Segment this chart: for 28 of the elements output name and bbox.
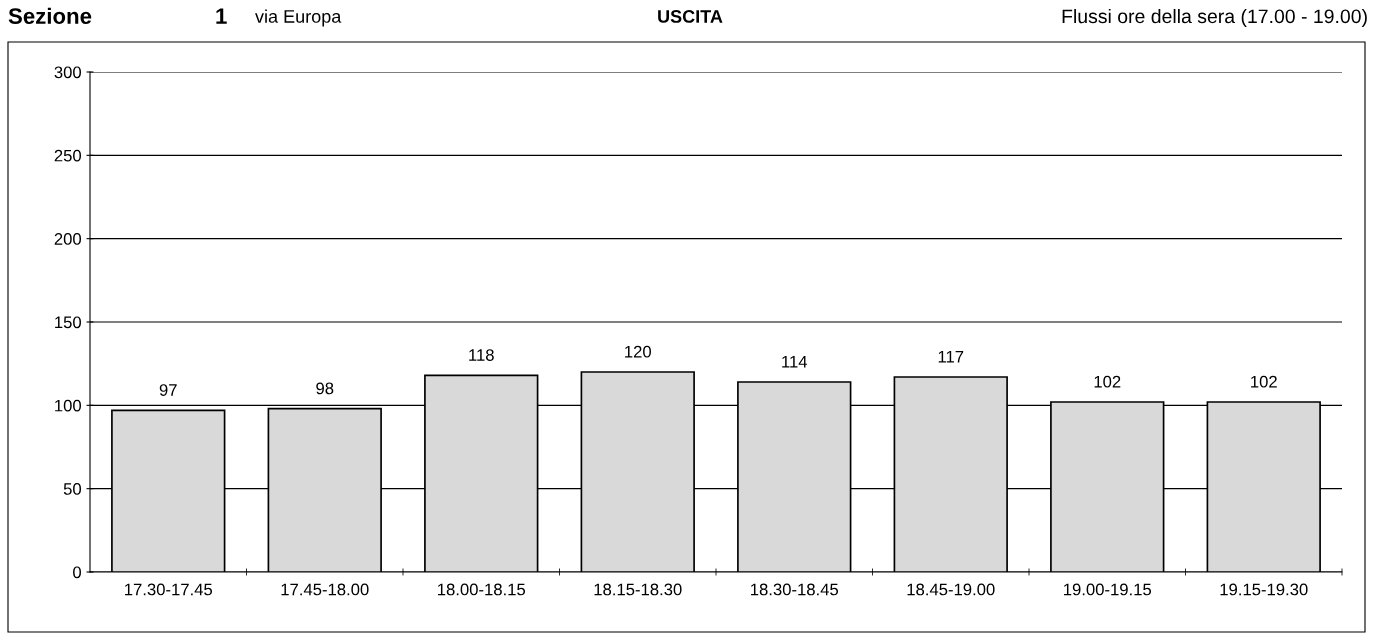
- x-tick-label: 19.15-19.30: [1220, 583, 1308, 596]
- text: 1: [216, 8, 227, 24]
- data-label: 120: [625, 345, 651, 358]
- y-tick-label: 150: [55, 316, 82, 329]
- text: Flussi ore della sera (17.00 - 19.00): [1062, 8, 1367, 28]
- x-tick-label: 18.45-19.00: [907, 583, 995, 596]
- x-tick-label: 19.00-19.15: [1064, 583, 1152, 596]
- data-label: 114: [782, 355, 808, 368]
- x-tick-label: 18.00-18.15: [438, 583, 526, 596]
- x-tick-label: 18.15-18.30: [594, 583, 682, 596]
- chart-title: USCITA: [658, 10, 723, 23]
- data-label: 117: [938, 350, 964, 363]
- text: Sezione: [8, 7, 92, 24]
- x-tick-label: 18.30-18.45: [751, 583, 839, 596]
- y-tick-label: 250: [54, 149, 82, 162]
- y-tick-label: 0: [73, 566, 82, 579]
- data-label: 98: [316, 382, 334, 395]
- text: via Europa: [255, 9, 342, 27]
- y-tick-label: 300: [54, 66, 82, 79]
- x-tick-label: 17.45-18.00: [281, 583, 369, 596]
- data-label: 102: [1094, 375, 1121, 388]
- data-label: 102: [1251, 375, 1277, 388]
- data-label: 97: [159, 384, 177, 396]
- y-tick-label: 100: [55, 399, 82, 412]
- y-tick-label: 50: [63, 483, 82, 495]
- x-tick-label: 17.30-17.45: [125, 583, 213, 596]
- y-tick-label: 200: [54, 233, 82, 245]
- data-label: 118: [469, 349, 494, 361]
